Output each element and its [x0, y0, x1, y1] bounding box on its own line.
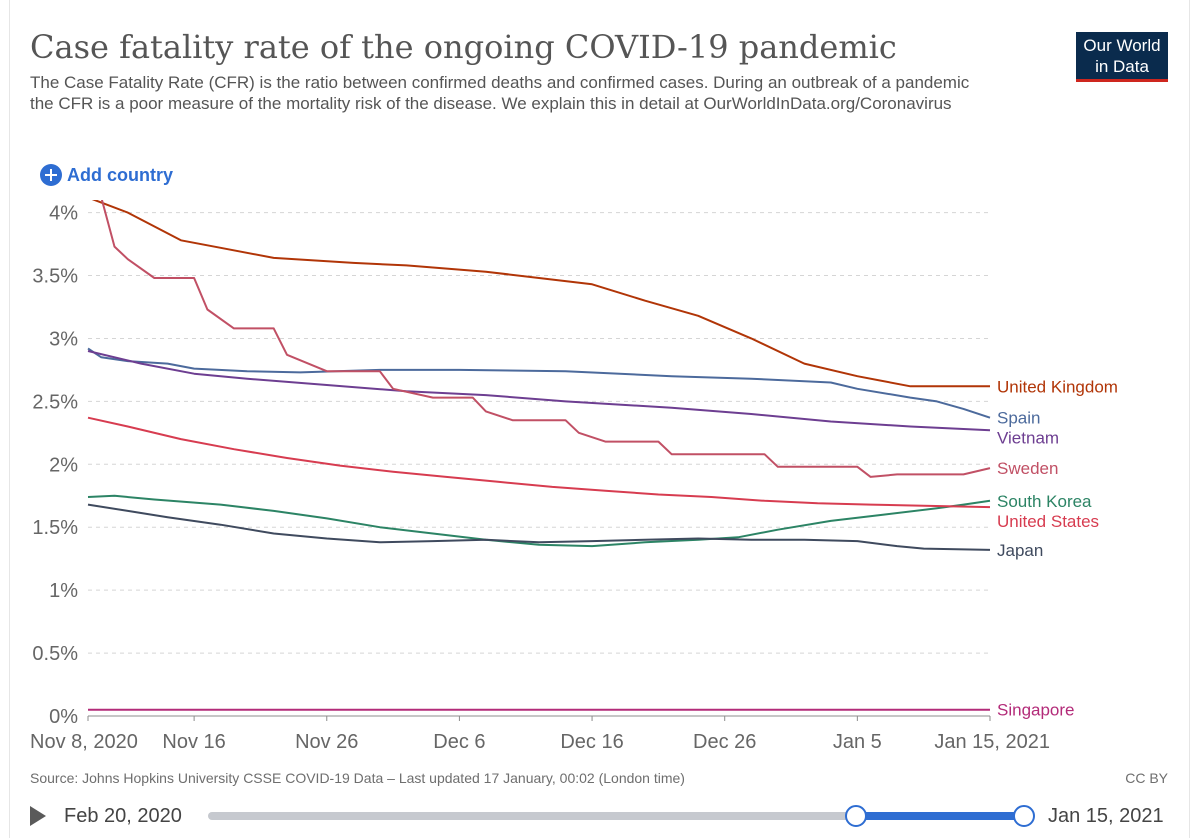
x-tick-label: Dec 16: [560, 731, 623, 753]
y-tick-label: 1.5%: [32, 517, 78, 539]
x-tick-label: Nov 26: [295, 731, 358, 753]
source-note: Source: Johns Hopkins University CSSE CO…: [30, 770, 685, 786]
play-icon[interactable]: [30, 806, 46, 826]
timeline-track[interactable]: [208, 812, 1024, 820]
series-end-label: Spain: [997, 409, 1040, 428]
y-tick-label: 2.5%: [32, 391, 78, 413]
line-chart[interactable]: 0% 0.5% 1% 1.5% 2% 2.5% 3% 3.5% 4% Nov 8, 2020 Nov…: [0, 200, 1200, 760]
timeline-start-handle[interactable]: [845, 805, 867, 827]
x-tick-label: Nov 16: [162, 731, 225, 753]
y-tick-label: 1%: [49, 580, 78, 602]
series-line: [91, 200, 990, 388]
chart-title: Case fatality rate of the ongoing COVID-…: [30, 28, 897, 66]
timeline-selected-range: [855, 812, 1023, 820]
logo-line-1: Our World: [1083, 36, 1161, 55]
series-end-label: United States: [997, 512, 1099, 531]
logo-line-2: in Data: [1095, 57, 1149, 76]
y-tick-label: 2%: [49, 454, 78, 476]
y-tick-label: 0.5%: [32, 643, 78, 665]
chart-card: [9, 0, 1190, 838]
series-end-label: Singapore: [997, 701, 1075, 720]
series-end-label: South Korea: [997, 492, 1092, 511]
x-tick-label: Nov 8, 2020: [30, 731, 138, 753]
series-end-label: Sweden: [997, 459, 1058, 478]
timeline-end-date: Jan 15, 2021: [1048, 805, 1164, 827]
timeline-end-handle[interactable]: [1013, 805, 1035, 827]
series-end-label: Japan: [997, 541, 1043, 560]
series-line: [87, 494, 991, 548]
y-tick-label: 3.5%: [32, 266, 78, 288]
series-line: [100, 200, 991, 478]
add-country-button[interactable]: Add country: [40, 163, 173, 187]
add-country-label: Add country: [67, 164, 173, 185]
license-link[interactable]: CC BY: [1125, 770, 1168, 786]
y-tick-label: 4%: [49, 203, 78, 225]
series-line: [87, 503, 991, 551]
series-line: [87, 347, 991, 419]
series-line: [87, 416, 991, 509]
x-tick-label: Jan 5: [833, 731, 882, 753]
timeline-start-date: Feb 20, 2020: [64, 805, 182, 827]
chart-subtitle: The Case Fatality Rate (CFR) is the rati…: [30, 73, 970, 113]
series-line: [87, 350, 991, 432]
x-tick-label: Dec 26: [693, 731, 756, 753]
y-tick-label: 0%: [49, 706, 78, 728]
x-tick-label: Dec 6: [433, 731, 485, 753]
x-tick-label: Jan 15, 2021: [934, 731, 1050, 753]
series-end-label: United Kingdom: [997, 377, 1118, 396]
plus-circle-icon: [40, 164, 62, 186]
owid-logo[interactable]: Our World in Data: [1076, 32, 1168, 82]
y-tick-label: 3%: [49, 328, 78, 350]
series-end-label: Vietnam: [997, 429, 1059, 448]
